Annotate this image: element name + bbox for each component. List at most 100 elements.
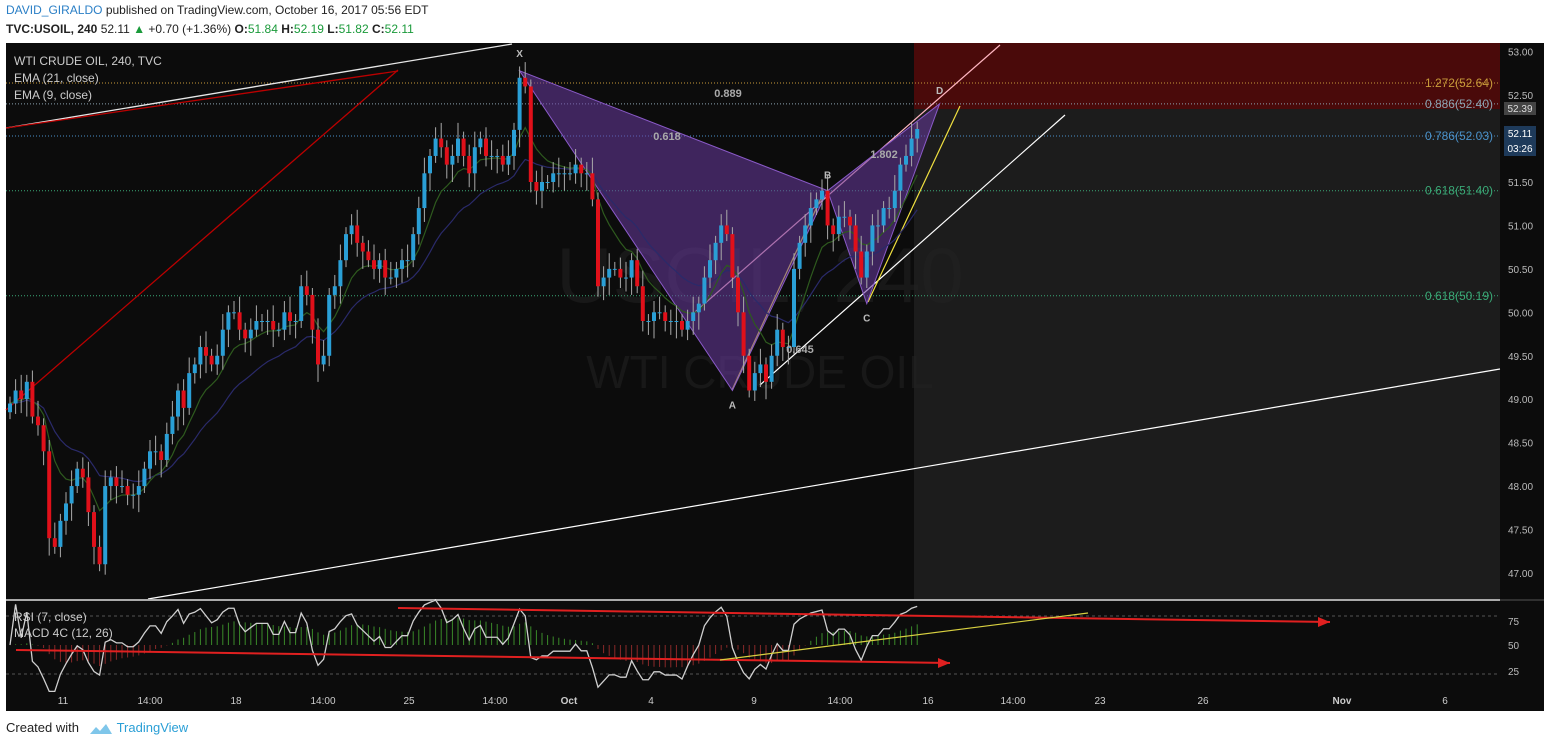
candle-body <box>310 294 315 330</box>
candle-body <box>276 329 281 331</box>
rsi-tick-75: 75 <box>1508 617 1520 628</box>
last-badge-bg <box>1504 126 1536 156</box>
candle-body <box>349 225 354 235</box>
candle-body <box>103 486 108 565</box>
candle-body <box>775 329 780 356</box>
candle-body <box>120 486 124 488</box>
level-badge: 52.39 <box>1507 104 1532 115</box>
pattern-xab <box>518 69 829 392</box>
candle-body <box>204 347 208 356</box>
macd-histogram <box>15 617 918 668</box>
open-label: O: <box>234 22 248 36</box>
legend-ema9: EMA (9, close) <box>14 88 92 102</box>
candle-body <box>299 286 304 321</box>
candle-body <box>226 312 231 330</box>
candle-body <box>176 390 180 417</box>
candle-body <box>915 129 920 139</box>
candle-body <box>92 512 96 547</box>
tradingview-logo-icon <box>89 723 112 734</box>
candle-body <box>248 329 253 339</box>
point-x: X <box>516 49 523 60</box>
candle-body <box>388 277 393 279</box>
candle-body <box>786 347 791 349</box>
rsi-red-top <box>397 607 1331 623</box>
candle-body <box>736 277 740 313</box>
price-badges: 52.39 52.11 03:26 <box>1504 102 1536 156</box>
publish-info: published on TradingView.com, October 16… <box>105 3 429 17</box>
point-b: B <box>824 171 831 182</box>
candle-body <box>467 155 472 174</box>
candle-body <box>881 208 886 226</box>
footer: Created with TradingView <box>6 720 189 735</box>
candle-body <box>41 425 46 452</box>
candle-body <box>607 268 612 278</box>
arrow-right-icon <box>1318 617 1330 627</box>
candle-body <box>534 182 539 191</box>
candle-body <box>691 312 696 321</box>
legend-rsi: RSI (7, close) <box>14 610 87 624</box>
candle-body <box>803 225 808 243</box>
candle-body <box>254 321 259 330</box>
candle-body <box>484 138 488 156</box>
candle-body <box>601 277 606 287</box>
candle-body <box>814 199 819 209</box>
time-tick-1: 14:00 <box>137 696 162 707</box>
candle-body <box>338 260 343 287</box>
candle-body <box>13 390 18 404</box>
price-tick-10: 48.00 <box>1508 482 1533 493</box>
candle-body <box>848 216 852 226</box>
price-tick-4: 51.00 <box>1508 221 1533 232</box>
candle-body <box>52 538 57 547</box>
candle-body <box>612 268 617 270</box>
time-tick-14: Nov <box>1333 696 1352 707</box>
time-tick-4: 25 <box>403 696 415 707</box>
open-value: 51.84 <box>247 22 278 36</box>
candle-body <box>69 486 74 504</box>
candle-body <box>377 260 382 269</box>
candle-body <box>288 312 292 321</box>
candle-body <box>551 173 556 182</box>
candle-body <box>820 190 824 200</box>
price-tick-3: 51.50 <box>1508 178 1533 189</box>
last-badge: 52.11 <box>1508 129 1533 140</box>
candle-body <box>131 494 136 496</box>
fib-label-0: 1.272(52.64) <box>1425 76 1493 90</box>
candle-body <box>80 468 85 478</box>
rsi-line <box>9 599 918 693</box>
candle-body <box>590 173 595 200</box>
candle-body <box>853 225 858 252</box>
arrow-right-icon <box>938 658 950 668</box>
ratio-bd: 1.802 <box>870 149 898 161</box>
point-d: D <box>936 86 943 97</box>
rsi-tick-25: 25 <box>1508 667 1520 678</box>
candle-body <box>372 260 376 269</box>
candle-body <box>209 355 214 365</box>
price-tick-8: 49.00 <box>1508 395 1533 406</box>
time-tick-0: 11 <box>58 696 69 707</box>
candle-body <box>148 451 152 469</box>
candle-body <box>618 268 623 278</box>
time-tick-13: 26 <box>1197 696 1209 707</box>
yellow-wedge-b <box>867 105 961 303</box>
tradingview-link[interactable]: TradingView <box>116 720 189 735</box>
candle-body <box>646 321 651 322</box>
author-link[interactable]: DAVID_GIRALDO <box>6 3 103 17</box>
candle-body <box>411 234 416 261</box>
rsi-tick-50: 50 <box>1508 641 1520 652</box>
candle-body <box>282 312 287 330</box>
candle-body <box>909 138 914 156</box>
fib-label-3: 0.618(51.40) <box>1425 184 1493 198</box>
candle-body <box>293 321 298 322</box>
candle-body <box>383 260 388 278</box>
candle-body <box>198 347 203 365</box>
pattern-labels: X A B C D 0.889 0.618 1.802 0.645 <box>516 49 943 412</box>
candle-body <box>456 138 460 156</box>
candle-body <box>545 182 550 183</box>
candle-body <box>97 546 102 565</box>
candle-body <box>478 138 483 148</box>
candle-body <box>495 155 500 157</box>
candle-body <box>422 173 427 209</box>
time-tick-10: 16 <box>922 696 934 707</box>
candle-body <box>232 312 236 314</box>
